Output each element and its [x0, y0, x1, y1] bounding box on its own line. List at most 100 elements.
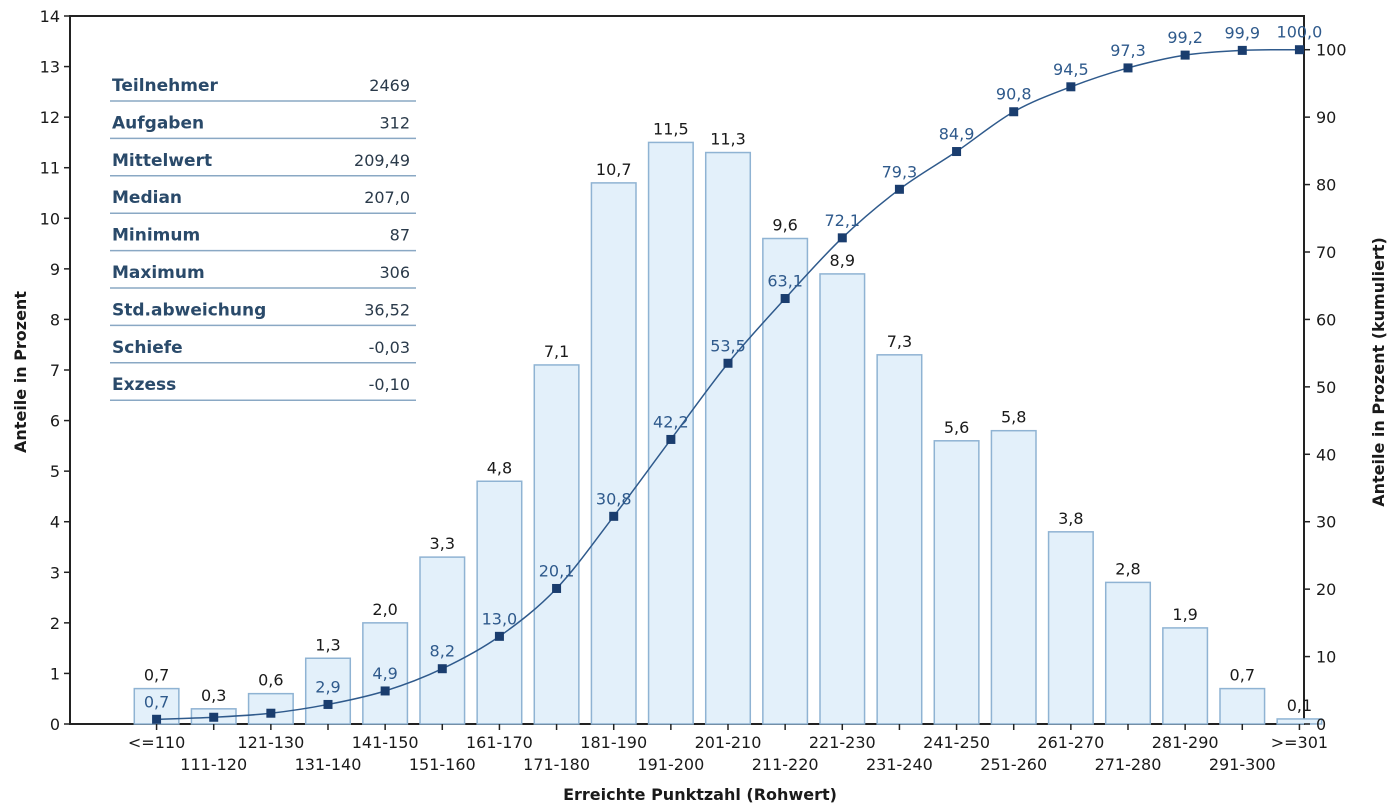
y2-tick-label: 60 [1316, 310, 1336, 329]
cumulative-marker [323, 699, 333, 709]
stat-label: Median [112, 188, 182, 208]
stat-value: 87 [390, 226, 410, 245]
bar-value-label: 3,3 [430, 534, 455, 553]
cumulative-marker [1123, 63, 1133, 73]
x-tick-label: <=110 [128, 733, 185, 752]
y2-tick-label: 50 [1316, 378, 1336, 397]
x-tick-label: 291-300 [1209, 755, 1276, 774]
cumulative-marker [209, 712, 219, 722]
y2-tick-label: 70 [1316, 243, 1336, 262]
bar-value-label: 0,7 [144, 666, 169, 685]
cumulative-value-label: 90,8 [996, 85, 1032, 104]
bar [1219, 687, 1266, 725]
y-tick-label: 2 [50, 614, 60, 633]
y-tick-label: 11 [40, 159, 60, 178]
bar-value-label: 11,3 [710, 130, 746, 149]
y2-tick-label: 40 [1316, 445, 1336, 464]
x-tick-label: 191-200 [637, 755, 704, 774]
cumulative-value-label: 20,1 [539, 561, 575, 580]
stat-label: Exzess [112, 375, 176, 395]
bar [819, 273, 866, 725]
bar-value-label: 0,3 [201, 686, 226, 705]
cumulative-marker [894, 184, 904, 194]
bar-value-label: 9,6 [772, 216, 797, 235]
bar-value-label: 7,1 [544, 342, 569, 361]
bar [647, 141, 694, 725]
cumulative-value-label: 63,1 [767, 272, 803, 291]
cumulative-marker [1237, 45, 1247, 55]
bar-value-label: 0,7 [1230, 666, 1255, 685]
bar-value-label: 0,6 [258, 671, 283, 690]
stat-value: 306 [379, 263, 410, 282]
y-tick-label: 8 [50, 310, 60, 329]
cumulative-value-label: 53,5 [710, 336, 746, 355]
x-tick-label: >=301 [1271, 733, 1328, 752]
bars-layer [133, 141, 1323, 725]
x-tick-label: 141-150 [352, 733, 419, 752]
bar-value-label: 1,9 [1172, 605, 1197, 624]
cumulative-value-label: 2,9 [315, 677, 340, 696]
bar-value-label: 2,0 [372, 600, 397, 619]
cumulative-value-label: 100,0 [1277, 23, 1323, 42]
y2-tick-label: 0 [1316, 715, 1326, 734]
bar-value-label: 4,8 [487, 458, 512, 477]
x-tick-label: 111-120 [180, 755, 247, 774]
bar [590, 182, 637, 725]
cumulative-value-label: 30,8 [596, 489, 632, 508]
x-tick-label: 281-290 [1152, 733, 1219, 752]
x-tick-label: 251-260 [980, 755, 1047, 774]
bar [419, 556, 466, 725]
bar [533, 364, 580, 725]
cumulative-value-label: 4,9 [372, 664, 397, 683]
y-tick-label: 14 [40, 7, 60, 26]
y-tick-label: 13 [40, 58, 60, 77]
cumulative-value-label: 13,0 [482, 609, 518, 628]
cumulative-value-label: 8,2 [430, 642, 455, 661]
cumulative-value-label: 97,3 [1110, 41, 1146, 60]
x-tick-label: 161-170 [466, 733, 533, 752]
cumulative-marker [780, 294, 790, 304]
stat-value: -0,10 [369, 375, 410, 394]
bar-value-label: 2,8 [1115, 559, 1140, 578]
y2-tick-label: 80 [1316, 176, 1336, 195]
cumulative-value-label: 0,7 [144, 692, 169, 711]
cumulative-value-label: 84,9 [939, 125, 975, 144]
cumulative-marker [152, 714, 162, 724]
y2-tick-label: 90 [1316, 108, 1336, 127]
x-tick-label: 181-190 [580, 733, 647, 752]
bar-value-label: 8,9 [830, 251, 855, 270]
y-tick-label: 3 [50, 563, 60, 582]
y-tick-label: 9 [50, 260, 60, 279]
x-tick-label: 121-130 [237, 733, 304, 752]
cumulative-marker [437, 664, 447, 674]
x-tick-label: 231-240 [866, 755, 933, 774]
bar-value-label: 11,5 [653, 119, 689, 138]
x-tick-label: 211-220 [752, 755, 819, 774]
x-tick-label: 221-230 [809, 733, 876, 752]
cumulative-marker [266, 708, 276, 718]
bar [933, 440, 980, 725]
stat-label: Std.abweichung [112, 300, 266, 320]
cumulative-marker [1009, 107, 1019, 117]
x-tick-label: 171-180 [523, 755, 590, 774]
stat-label: Maximum [112, 263, 205, 283]
cumulative-marker [952, 147, 962, 157]
cumulative-value-label: 72,1 [824, 211, 860, 230]
stats-table: Teilnehmer 2469 Aufgaben 312 Mittelwert 209,4… [110, 76, 416, 401]
y2-tick-label: 10 [1316, 648, 1336, 667]
x-tick-label: 241-250 [923, 733, 990, 752]
y-tick-label: 1 [50, 664, 60, 683]
cumulative-value-label: 42,2 [653, 412, 689, 431]
bar-value-label: 3,8 [1058, 509, 1083, 528]
right-axis-ticks: 0 10 20 30 40 50 60 70 80 90 100 [1304, 41, 1347, 734]
stat-label: Schiefe [112, 338, 183, 358]
bar [304, 657, 352, 725]
bar-value-label: 0,1 [1287, 696, 1312, 715]
cumulative-labels-layer: 0,7 2,9 4,9 8,2 13,0 20,1 30,8 42,2 53,5 63,1 72,1… [144, 23, 1322, 712]
y-tick-label: 0 [50, 715, 60, 734]
stat-value: 2469 [369, 76, 410, 95]
x-tick-label: 201-210 [695, 733, 762, 752]
cumulative-marker [1066, 82, 1076, 92]
cumulative-line-layer [152, 45, 1304, 724]
bar [990, 429, 1037, 725]
